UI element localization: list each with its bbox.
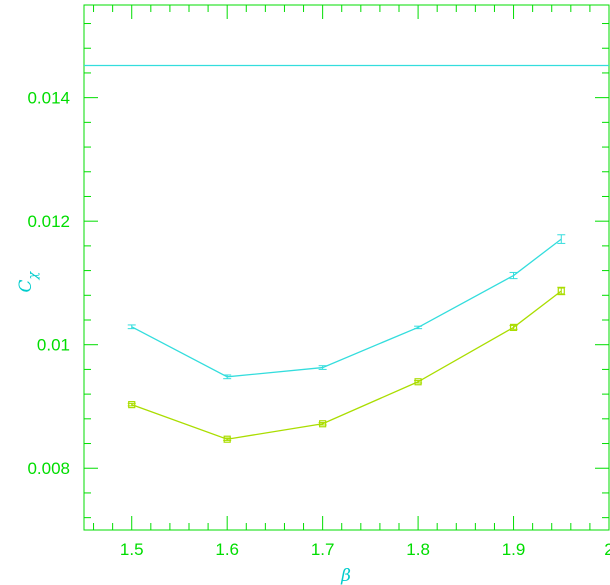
- y-axis-label: Cχ: [16, 270, 41, 292]
- series-1-line: [131, 238, 562, 378]
- series-2-point: [223, 435, 232, 443]
- series-2-point: [318, 420, 327, 428]
- point-marker: [128, 401, 136, 409]
- point-marker: [414, 378, 422, 386]
- y-tick-label: 0.014: [27, 89, 70, 108]
- series-2-point: [127, 401, 136, 409]
- x-tick-label: 1.6: [215, 540, 239, 559]
- point-marker: [557, 287, 565, 295]
- x-tick-label: 1.8: [406, 540, 430, 559]
- series-2-point: [509, 323, 518, 332]
- point-marker: [319, 420, 327, 428]
- y-axis-label-main: C: [16, 279, 36, 292]
- series-1-point: [557, 234, 566, 244]
- y-axis-label-subscript: χ: [26, 270, 41, 280]
- series-2-point: [557, 286, 566, 296]
- axis-ticks: [84, 5, 610, 530]
- x-tick-label: 1.5: [120, 540, 144, 559]
- x-tick-label: 1.9: [502, 540, 526, 559]
- point-marker: [223, 435, 231, 443]
- x-tick-label: 2: [604, 540, 610, 559]
- x-axis-label: β: [340, 566, 351, 585]
- y-tick-label: 0.01: [37, 336, 70, 355]
- point-marker: [509, 323, 518, 332]
- series-1-point: [127, 324, 136, 330]
- x-tick-label: 1.7: [311, 540, 335, 559]
- series-1-point: [414, 325, 423, 330]
- tick-labels: 1.5 1.6 1.7 1.8 1.9 2 0.008 0.01 0.012 0.014: [27, 89, 610, 559]
- y-tick-label: 0.012: [27, 212, 70, 231]
- series-1-point: [318, 365, 327, 370]
- series-layer: [127, 234, 566, 443]
- plot-border: [83, 4, 610, 531]
- y-tick-label: 0.008: [27, 459, 70, 478]
- plot-frame: [83, 4, 610, 531]
- series-1-point: [223, 374, 232, 380]
- series-1-point: [509, 271, 518, 280]
- series-2-point: [414, 378, 423, 386]
- series-2-line: [131, 290, 562, 440]
